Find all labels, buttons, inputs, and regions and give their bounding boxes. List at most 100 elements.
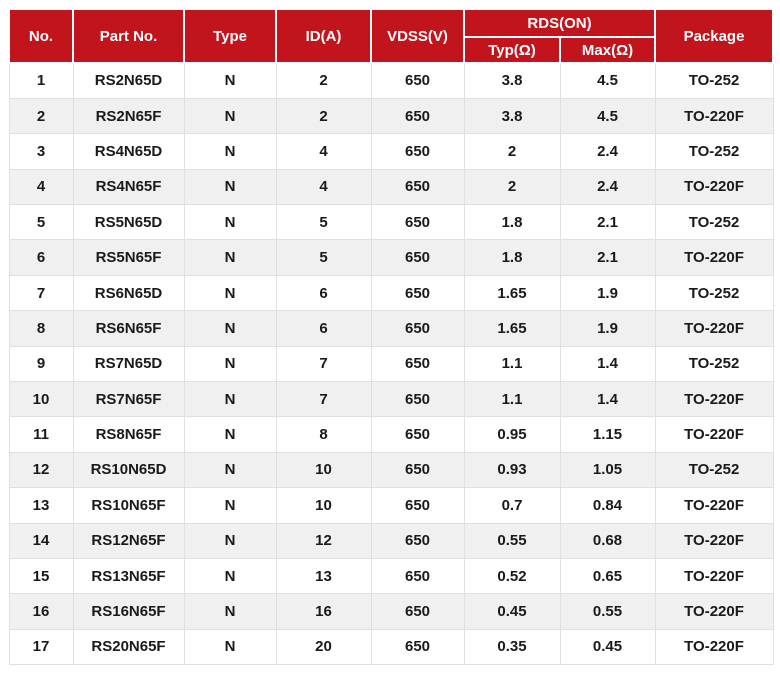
cell-part-no: RS4N65D	[72, 133, 185, 170]
cell-id: 4	[275, 168, 372, 206]
cell-part-no: RS5N65D	[72, 204, 185, 241]
cell-part-no: RS6N65F	[72, 310, 185, 347]
cell-id: 5	[275, 239, 372, 276]
cell-package: TO-220F	[654, 310, 774, 347]
table-row: 12 RS10N65D N 10 650 0.93 1.05 TO-252	[8, 451, 774, 489]
cell-type: N	[183, 310, 277, 347]
cell-package: TO-220F	[654, 416, 774, 453]
cell-rds-typ: 0.35	[463, 628, 561, 666]
cell-no: 13	[8, 487, 74, 524]
cell-vdss: 650	[370, 628, 465, 666]
cell-rds-max: 0.65	[559, 557, 656, 595]
cell-id: 20	[275, 628, 372, 666]
cell-package: TO-220F	[654, 557, 774, 595]
cell-part-no: RS16N65F	[72, 593, 185, 630]
cell-rds-max: 2.1	[559, 204, 656, 241]
cell-rds-max: 4.5	[559, 62, 656, 99]
cell-part-no: RS2N65D	[72, 62, 185, 99]
cell-id: 7	[275, 381, 372, 418]
table-row: 14 RS12N65F N 12 650 0.55 0.68 TO-220F	[8, 522, 774, 559]
cell-part-no: RS6N65D	[72, 274, 185, 312]
cell-no: 4	[8, 168, 74, 206]
cell-package: TO-252	[654, 451, 774, 489]
col-header-type: Type	[183, 8, 277, 64]
cell-id: 10	[275, 487, 372, 524]
cell-rds-typ: 1.65	[463, 310, 561, 347]
cell-id: 10	[275, 451, 372, 489]
table-row: 16 RS16N65F N 16 650 0.45 0.55 TO-220F	[8, 593, 774, 630]
cell-type: N	[183, 522, 277, 559]
table-row: 6 RS5N65F N 5 650 1.8 2.1 TO-220F	[8, 239, 774, 276]
cell-part-no: RS5N65F	[72, 239, 185, 276]
table-row: 13 RS10N65F N 10 650 0.7 0.84 TO-220F	[8, 487, 774, 524]
table-header: No. Part No. Type ID(A) VDSS(V) RDS(ON) …	[8, 8, 775, 64]
page: No. Part No. Type ID(A) VDSS(V) RDS(ON) …	[8, 8, 775, 666]
cell-vdss: 650	[370, 62, 465, 99]
cell-id: 2	[275, 97, 372, 135]
col-header-id: ID(A)	[275, 8, 372, 64]
cell-id: 6	[275, 274, 372, 312]
table-row: 2 RS2N65F N 2 650 3.8 4.5 TO-220F	[8, 97, 774, 135]
cell-no: 7	[8, 274, 74, 312]
cell-rds-typ: 2	[463, 133, 561, 170]
cell-vdss: 650	[370, 239, 465, 276]
cell-rds-max: 1.4	[559, 381, 656, 418]
cell-package: TO-252	[654, 62, 774, 99]
cell-part-no: RS2N65F	[72, 97, 185, 135]
cell-no: 5	[8, 204, 74, 241]
cell-id: 4	[275, 133, 372, 170]
cell-rds-max: 1.9	[559, 274, 656, 312]
cell-part-no: RS13N65F	[72, 557, 185, 595]
cell-no: 1	[8, 62, 74, 99]
cell-rds-typ: 1.8	[463, 239, 561, 276]
table-row: 8 RS6N65F N 6 650 1.65 1.9 TO-220F	[8, 310, 774, 347]
cell-rds-max: 0.84	[559, 487, 656, 524]
cell-package: TO-220F	[654, 522, 774, 559]
mosfet-spec-table: No. Part No. Type ID(A) VDSS(V) RDS(ON) …	[8, 8, 775, 666]
cell-type: N	[183, 381, 277, 418]
cell-vdss: 650	[370, 168, 465, 206]
cell-package: TO-220F	[654, 97, 774, 135]
cell-vdss: 650	[370, 97, 465, 135]
cell-type: N	[183, 416, 277, 453]
cell-id: 5	[275, 204, 372, 241]
cell-rds-typ: 0.7	[463, 487, 561, 524]
cell-rds-typ: 0.93	[463, 451, 561, 489]
cell-vdss: 650	[370, 522, 465, 559]
cell-type: N	[183, 204, 277, 241]
cell-id: 16	[275, 593, 372, 630]
cell-rds-max: 0.68	[559, 522, 656, 559]
cell-type: N	[183, 593, 277, 630]
col-header-package: Package	[654, 8, 775, 64]
cell-type: N	[183, 451, 277, 489]
cell-no: 12	[8, 451, 74, 489]
cell-rds-max: 1.4	[559, 345, 656, 383]
cell-type: N	[183, 239, 277, 276]
cell-rds-max: 0.45	[559, 628, 656, 666]
cell-vdss: 650	[370, 557, 465, 595]
cell-vdss: 650	[370, 345, 465, 383]
col-header-rds-typ: Typ(Ω)	[463, 36, 561, 64]
cell-rds-max: 2.4	[559, 168, 656, 206]
cell-package: TO-220F	[654, 593, 774, 630]
table-row: 10 RS7N65F N 7 650 1.1 1.4 TO-220F	[8, 381, 774, 418]
cell-no: 17	[8, 628, 74, 666]
cell-rds-max: 1.15	[559, 416, 656, 453]
cell-rds-typ: 3.8	[463, 97, 561, 135]
cell-type: N	[183, 168, 277, 206]
table-row: 7 RS6N65D N 6 650 1.65 1.9 TO-252	[8, 274, 774, 312]
col-header-vdss: VDSS(V)	[370, 8, 465, 64]
cell-package: TO-220F	[654, 239, 774, 276]
cell-package: TO-220F	[654, 628, 774, 666]
cell-part-no: RS10N65F	[72, 487, 185, 524]
cell-rds-max: 1.05	[559, 451, 656, 489]
cell-package: TO-252	[654, 274, 774, 312]
cell-type: N	[183, 557, 277, 595]
cell-part-no: RS7N65D	[72, 345, 185, 383]
table-row: 1 RS2N65D N 2 650 3.8 4.5 TO-252	[8, 62, 774, 99]
cell-type: N	[183, 274, 277, 312]
cell-package: TO-220F	[654, 168, 774, 206]
cell-vdss: 650	[370, 416, 465, 453]
cell-rds-typ: 1.1	[463, 345, 561, 383]
col-header-rds-max: Max(Ω)	[558, 36, 657, 64]
